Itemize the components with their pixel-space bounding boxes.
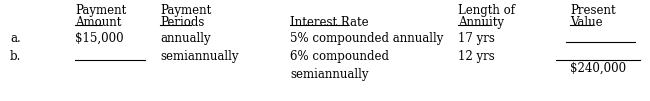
Text: 6% compounded: 6% compounded [290, 50, 389, 63]
Text: annually: annually [160, 32, 211, 45]
Text: Amount: Amount [75, 16, 122, 29]
Text: semiannually: semiannually [290, 68, 369, 81]
Text: 5% compounded annually: 5% compounded annually [290, 32, 443, 45]
Text: Payment: Payment [160, 4, 211, 17]
Text: Value: Value [570, 16, 603, 29]
Text: $240,000: $240,000 [570, 62, 626, 75]
Text: b.: b. [10, 50, 21, 63]
Text: Payment: Payment [75, 4, 126, 17]
Text: 17 yrs: 17 yrs [458, 32, 495, 45]
Text: Interest Rate: Interest Rate [290, 16, 369, 29]
Text: semiannually: semiannually [160, 50, 239, 63]
Text: 12 yrs: 12 yrs [458, 50, 495, 63]
Text: Periods: Periods [160, 16, 204, 29]
Text: Present: Present [570, 4, 616, 17]
Text: $15,000: $15,000 [75, 32, 124, 45]
Text: Annuity: Annuity [458, 16, 504, 29]
Text: Length of: Length of [458, 4, 515, 17]
Text: a.: a. [10, 32, 21, 45]
